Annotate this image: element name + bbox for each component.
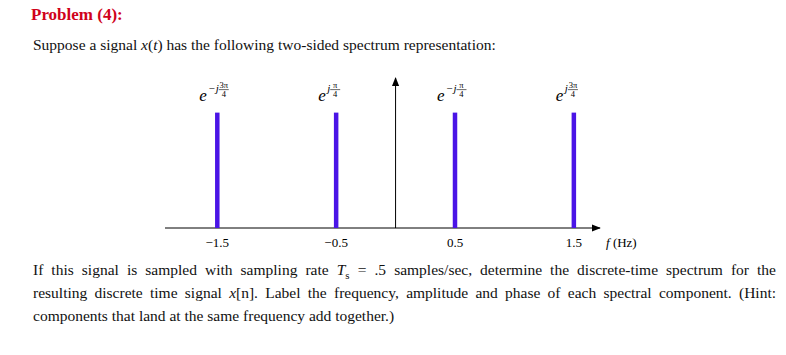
text-run: T: [337, 261, 346, 278]
text-run: If this signal is sampled with sampling …: [33, 261, 337, 278]
y-axis: [395, 78, 396, 228]
phasor-sign: −j: [446, 82, 456, 94]
text-run: (: [148, 36, 153, 53]
question-line: resulting discrete time signal x[n]. Lab…: [33, 284, 776, 302]
phasor-base: e: [318, 86, 326, 105]
text-run: x: [229, 284, 236, 301]
x-axis: [165, 228, 600, 229]
x-tick-label: −0.5: [324, 235, 348, 250]
x-tick-label: 0.5: [447, 235, 463, 250]
x-axis-label: f (Hz): [606, 235, 637, 250]
problem-title: Problem (4):: [31, 5, 123, 25]
phasor-den: 4: [222, 89, 227, 99]
text-run: [n]. Label the frequency, amplitude and …: [236, 284, 776, 301]
text-run: resulting discrete time signal: [33, 284, 229, 301]
phasor-den: 4: [571, 89, 576, 99]
phasor-sign: j: [563, 82, 568, 94]
phasor-label: ej3π4: [556, 80, 578, 105]
stem: [453, 113, 458, 228]
phasor-label: ejπ4: [318, 80, 340, 105]
intro-text: Suppose a signal x(t) has the following …: [33, 36, 776, 54]
phasor-base: e: [556, 86, 564, 105]
stem: [572, 113, 577, 228]
question-line: components that land at the same frequen…: [33, 307, 776, 325]
stem: [334, 113, 339, 228]
x-tick-label: 1.5: [566, 235, 582, 250]
spectrum-chart: e−j3π4 ejπ4 e−jπ4 ej3π4 −1.5 −0.5 0.5 1.5 f (Hz): [0, 0, 786, 355]
x-tick-label: −1.5: [205, 235, 229, 250]
phasor-den: 4: [459, 89, 464, 99]
question-line: If this signal is sampled with sampling …: [33, 261, 776, 284]
phasor-base: e: [199, 86, 207, 105]
stem: [215, 113, 220, 228]
text-run: t: [153, 36, 157, 53]
phasor-sign: −j: [208, 82, 218, 94]
text-run: Suppose a signal: [33, 36, 141, 53]
phasor-label: e−jπ4: [437, 80, 466, 105]
phasor-base: e: [437, 86, 445, 105]
phasor-sign: j: [325, 82, 330, 94]
text-run: s: [345, 269, 349, 281]
stems: [217, 113, 574, 228]
phasor-den: 4: [333, 89, 338, 99]
phasor-label: e−j3π4: [199, 80, 228, 105]
text-run: ) has the following two-sided spectrum r…: [157, 36, 495, 53]
text-run: components that land at the same frequen…: [33, 307, 394, 324]
text-run: x: [141, 36, 148, 53]
text-run: = .5 samples/sec, determine the discrete…: [350, 261, 776, 278]
